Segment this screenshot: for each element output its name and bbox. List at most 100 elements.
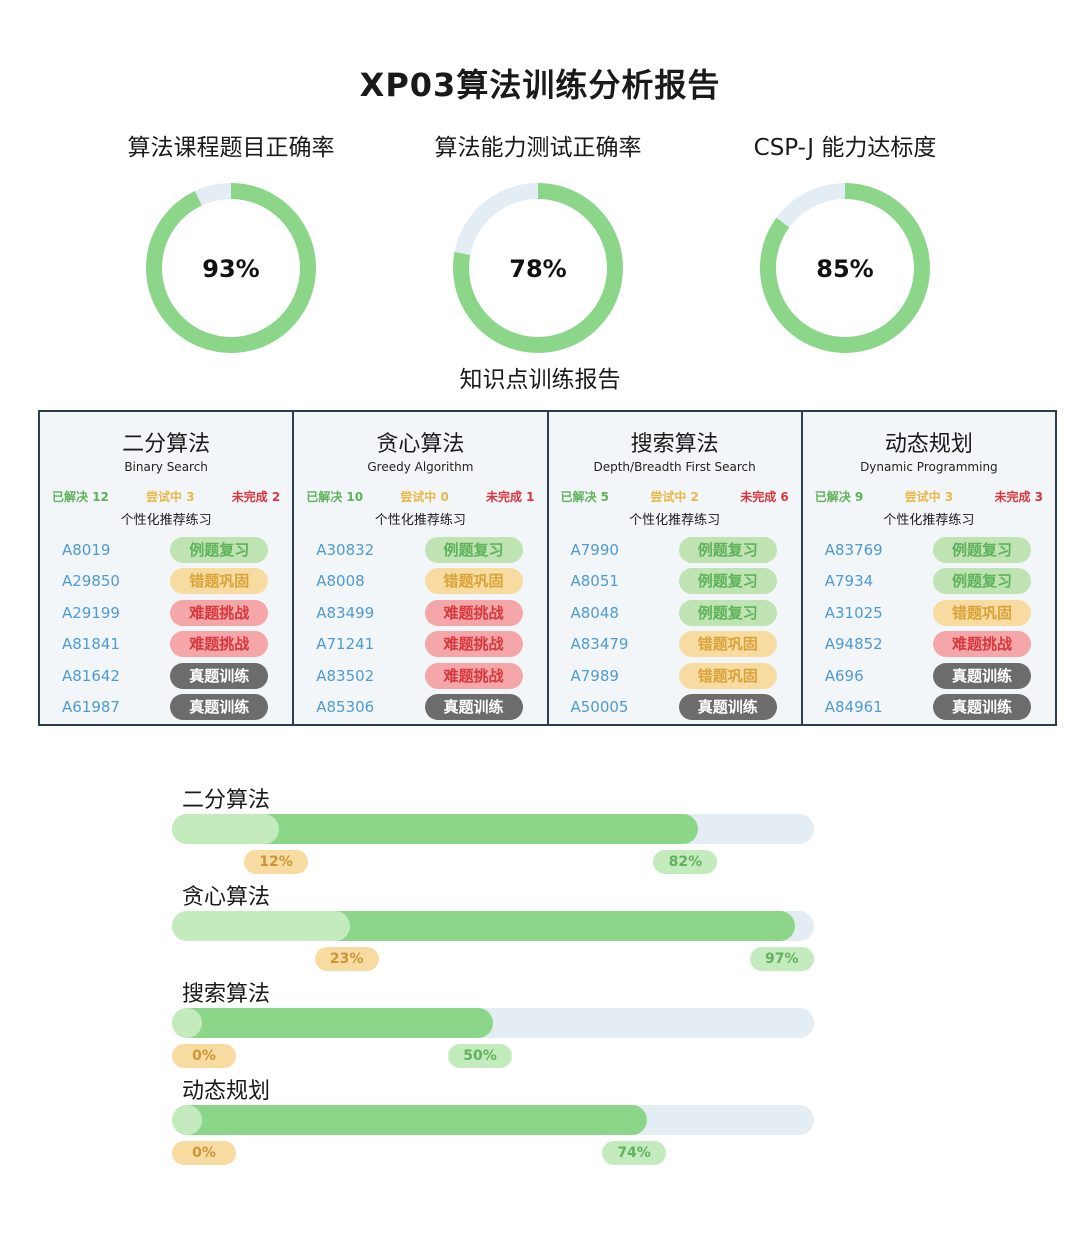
- practice-tag-review[interactable]: 例题复习: [678, 536, 777, 563]
- stat-solved: 已解决 10: [306, 490, 364, 504]
- recommend-label: 个性化推荐练习: [629, 513, 721, 528]
- stat-solved: 已解决 5: [560, 490, 610, 504]
- stat-unfinished: 未完成 1: [485, 490, 535, 504]
- gauge-course-accuracy: 算法课程题目正确率 93%: [116, 128, 346, 356]
- practice-tag-exam[interactable]: 真题训练: [933, 662, 1031, 689]
- kp-card-dynamic-programming: 动态规划 Dynamic Programming 已解决 9 尝试中 3 未完成…: [803, 412, 1055, 724]
- problem-id-link[interactable]: A31025: [824, 603, 883, 622]
- practice-tag-review[interactable]: 例题复习: [678, 599, 777, 626]
- problem-id-link[interactable]: A83769: [824, 540, 883, 559]
- practice-tag-challenge[interactable]: 难题挑战: [424, 599, 523, 626]
- donut-chart: 78%: [453, 183, 623, 353]
- problem-id-link[interactable]: A83499: [316, 603, 375, 622]
- problem-id-link[interactable]: A81642: [62, 666, 120, 685]
- donut-chart: 93%: [146, 183, 316, 353]
- progress-track: [172, 1008, 814, 1038]
- problem-row: A8048 例题复习: [559, 597, 791, 629]
- problem-row: A29199 难题挑战: [50, 597, 282, 629]
- stat-solved: 已解决 12: [52, 490, 109, 504]
- practice-tag-challenge[interactable]: 难题挑战: [170, 599, 269, 626]
- donut-percent: 85%: [816, 255, 873, 283]
- problem-id-link[interactable]: A50005: [570, 698, 629, 717]
- kp-card-greedy: 贪心算法 Greedy Algorithm 已解决 10 尝试中 0 未完成 1…: [294, 412, 549, 724]
- problem-row: A7989 错题巩固: [559, 660, 791, 692]
- practice-tag-consolidate[interactable]: 错题巩固: [933, 599, 1031, 626]
- gauge-label: CSP-J 能力达标度: [753, 135, 937, 161]
- kp-stats: 已解决 10 尝试中 0 未完成 1: [304, 488, 536, 505]
- section-title: 知识点训练报告: [459, 367, 621, 393]
- progress-fill-trying: [172, 1008, 202, 1038]
- trying-percent-badge: 0%: [172, 1141, 236, 1165]
- donut-fill: [146, 183, 316, 353]
- report-title: XP03算法训练分析报告: [359, 66, 721, 104]
- problem-id-link[interactable]: A85306: [316, 698, 375, 717]
- progress-track: [172, 814, 814, 844]
- problem-id-link[interactable]: A8008: [316, 572, 365, 591]
- recommend-label: 个性化推荐练习: [883, 513, 975, 528]
- practice-tag-exam[interactable]: 真题训练: [933, 694, 1031, 721]
- practice-tag-challenge[interactable]: 难题挑战: [424, 631, 523, 658]
- practice-tag-review[interactable]: 例题复习: [678, 568, 777, 595]
- problem-id-link[interactable]: A94852: [824, 635, 883, 654]
- problem-id-link[interactable]: A7934: [824, 572, 874, 591]
- kp-english-name: Binary Search: [124, 460, 208, 474]
- gauge-cspj-level: CSP-J 能力达标度 85%: [730, 128, 960, 356]
- problem-id-link[interactable]: A29850: [62, 572, 120, 591]
- practice-tag-challenge[interactable]: 难题挑战: [424, 662, 523, 689]
- problem-id-link[interactable]: A71241: [316, 635, 375, 654]
- problem-row: A81841 难题挑战: [50, 629, 282, 661]
- practice-tag-review[interactable]: 例题复习: [933, 568, 1031, 595]
- kp-stats: 已解决 5 尝试中 2 未完成 6: [559, 488, 791, 505]
- kp-english-name: Depth/Breadth First Search: [593, 460, 756, 474]
- problem-id-link[interactable]: A696: [824, 666, 864, 685]
- stat-trying: 尝试中 3: [146, 490, 195, 504]
- problem-id-link[interactable]: A7990: [570, 540, 619, 559]
- problem-list: A8019 例题复习 A29850 错题巩固 A29199 难题挑战 A81841 难题挑战 A…: [50, 534, 282, 723]
- kp-card-search: 搜索算法 Depth/Breadth First Search 已解决 5 尝试…: [549, 412, 803, 724]
- problem-row: A8008 错题巩固: [304, 566, 536, 598]
- bar-label: 二分算法: [182, 788, 271, 813]
- problem-id-link[interactable]: A30832: [316, 540, 375, 559]
- problem-id-link[interactable]: A29199: [62, 603, 120, 622]
- practice-tag-consolidate[interactable]: 错题巩固: [678, 662, 777, 689]
- progress-fill-trying: [172, 911, 350, 941]
- problem-id-link[interactable]: A8048: [570, 603, 619, 622]
- gauge-label: 算法课程题目正确率: [127, 135, 335, 161]
- practice-tag-review[interactable]: 例题复习: [170, 536, 269, 563]
- solved-percent-badge: 97%: [749, 947, 814, 971]
- problem-row: A71241 难题挑战: [304, 629, 536, 661]
- practice-tag-consolidate[interactable]: 错题巩固: [678, 631, 777, 658]
- progress-fill-solved: [172, 1105, 648, 1135]
- progress-fill-trying: [172, 814, 280, 844]
- trying-percent-badge: 23%: [314, 947, 379, 971]
- practice-tag-review[interactable]: 例题复习: [424, 536, 523, 563]
- problem-row: A84961 真题训练: [813, 692, 1045, 724]
- problem-row: A8051 例题复习: [559, 566, 791, 598]
- bar-label: 搜索算法: [182, 982, 271, 1007]
- practice-tag-challenge[interactable]: 难题挑战: [933, 631, 1031, 658]
- problem-row: A7934 例题复习: [813, 566, 1045, 598]
- problem-id-link[interactable]: A61987: [62, 698, 120, 717]
- practice-tag-consolidate[interactable]: 错题巩固: [424, 568, 523, 595]
- problem-id-link[interactable]: A83479: [570, 635, 629, 654]
- practice-tag-exam[interactable]: 真题训练: [424, 694, 523, 721]
- practice-tag-challenge[interactable]: 难题挑战: [170, 631, 269, 658]
- progress-search: 搜索算法 0% 50%: [172, 976, 817, 1068]
- stat-unfinished: 未完成 2: [231, 490, 281, 504]
- stat-unfinished: 未完成 3: [994, 490, 1043, 504]
- stat-trying: 尝试中 0: [400, 490, 449, 504]
- problem-id-link[interactable]: A84961: [824, 698, 883, 717]
- problem-id-link[interactable]: A83502: [316, 666, 375, 685]
- problem-id-link[interactable]: A81841: [62, 635, 120, 654]
- problem-row: A31025 错题巩固: [813, 597, 1045, 629]
- progress-greedy: 贪心算法 23% 97%: [172, 879, 817, 971]
- practice-tag-exam[interactable]: 真题训练: [170, 694, 269, 721]
- progress-fill-solved: [172, 1008, 493, 1038]
- practice-tag-review[interactable]: 例题复习: [933, 536, 1031, 563]
- practice-tag-exam[interactable]: 真题训练: [678, 694, 777, 721]
- problem-id-link[interactable]: A8051: [570, 572, 619, 591]
- practice-tag-exam[interactable]: 真题训练: [170, 662, 269, 689]
- problem-id-link[interactable]: A7989: [570, 666, 619, 685]
- practice-tag-consolidate[interactable]: 错题巩固: [170, 568, 269, 595]
- problem-id-link[interactable]: A8019: [62, 540, 111, 559]
